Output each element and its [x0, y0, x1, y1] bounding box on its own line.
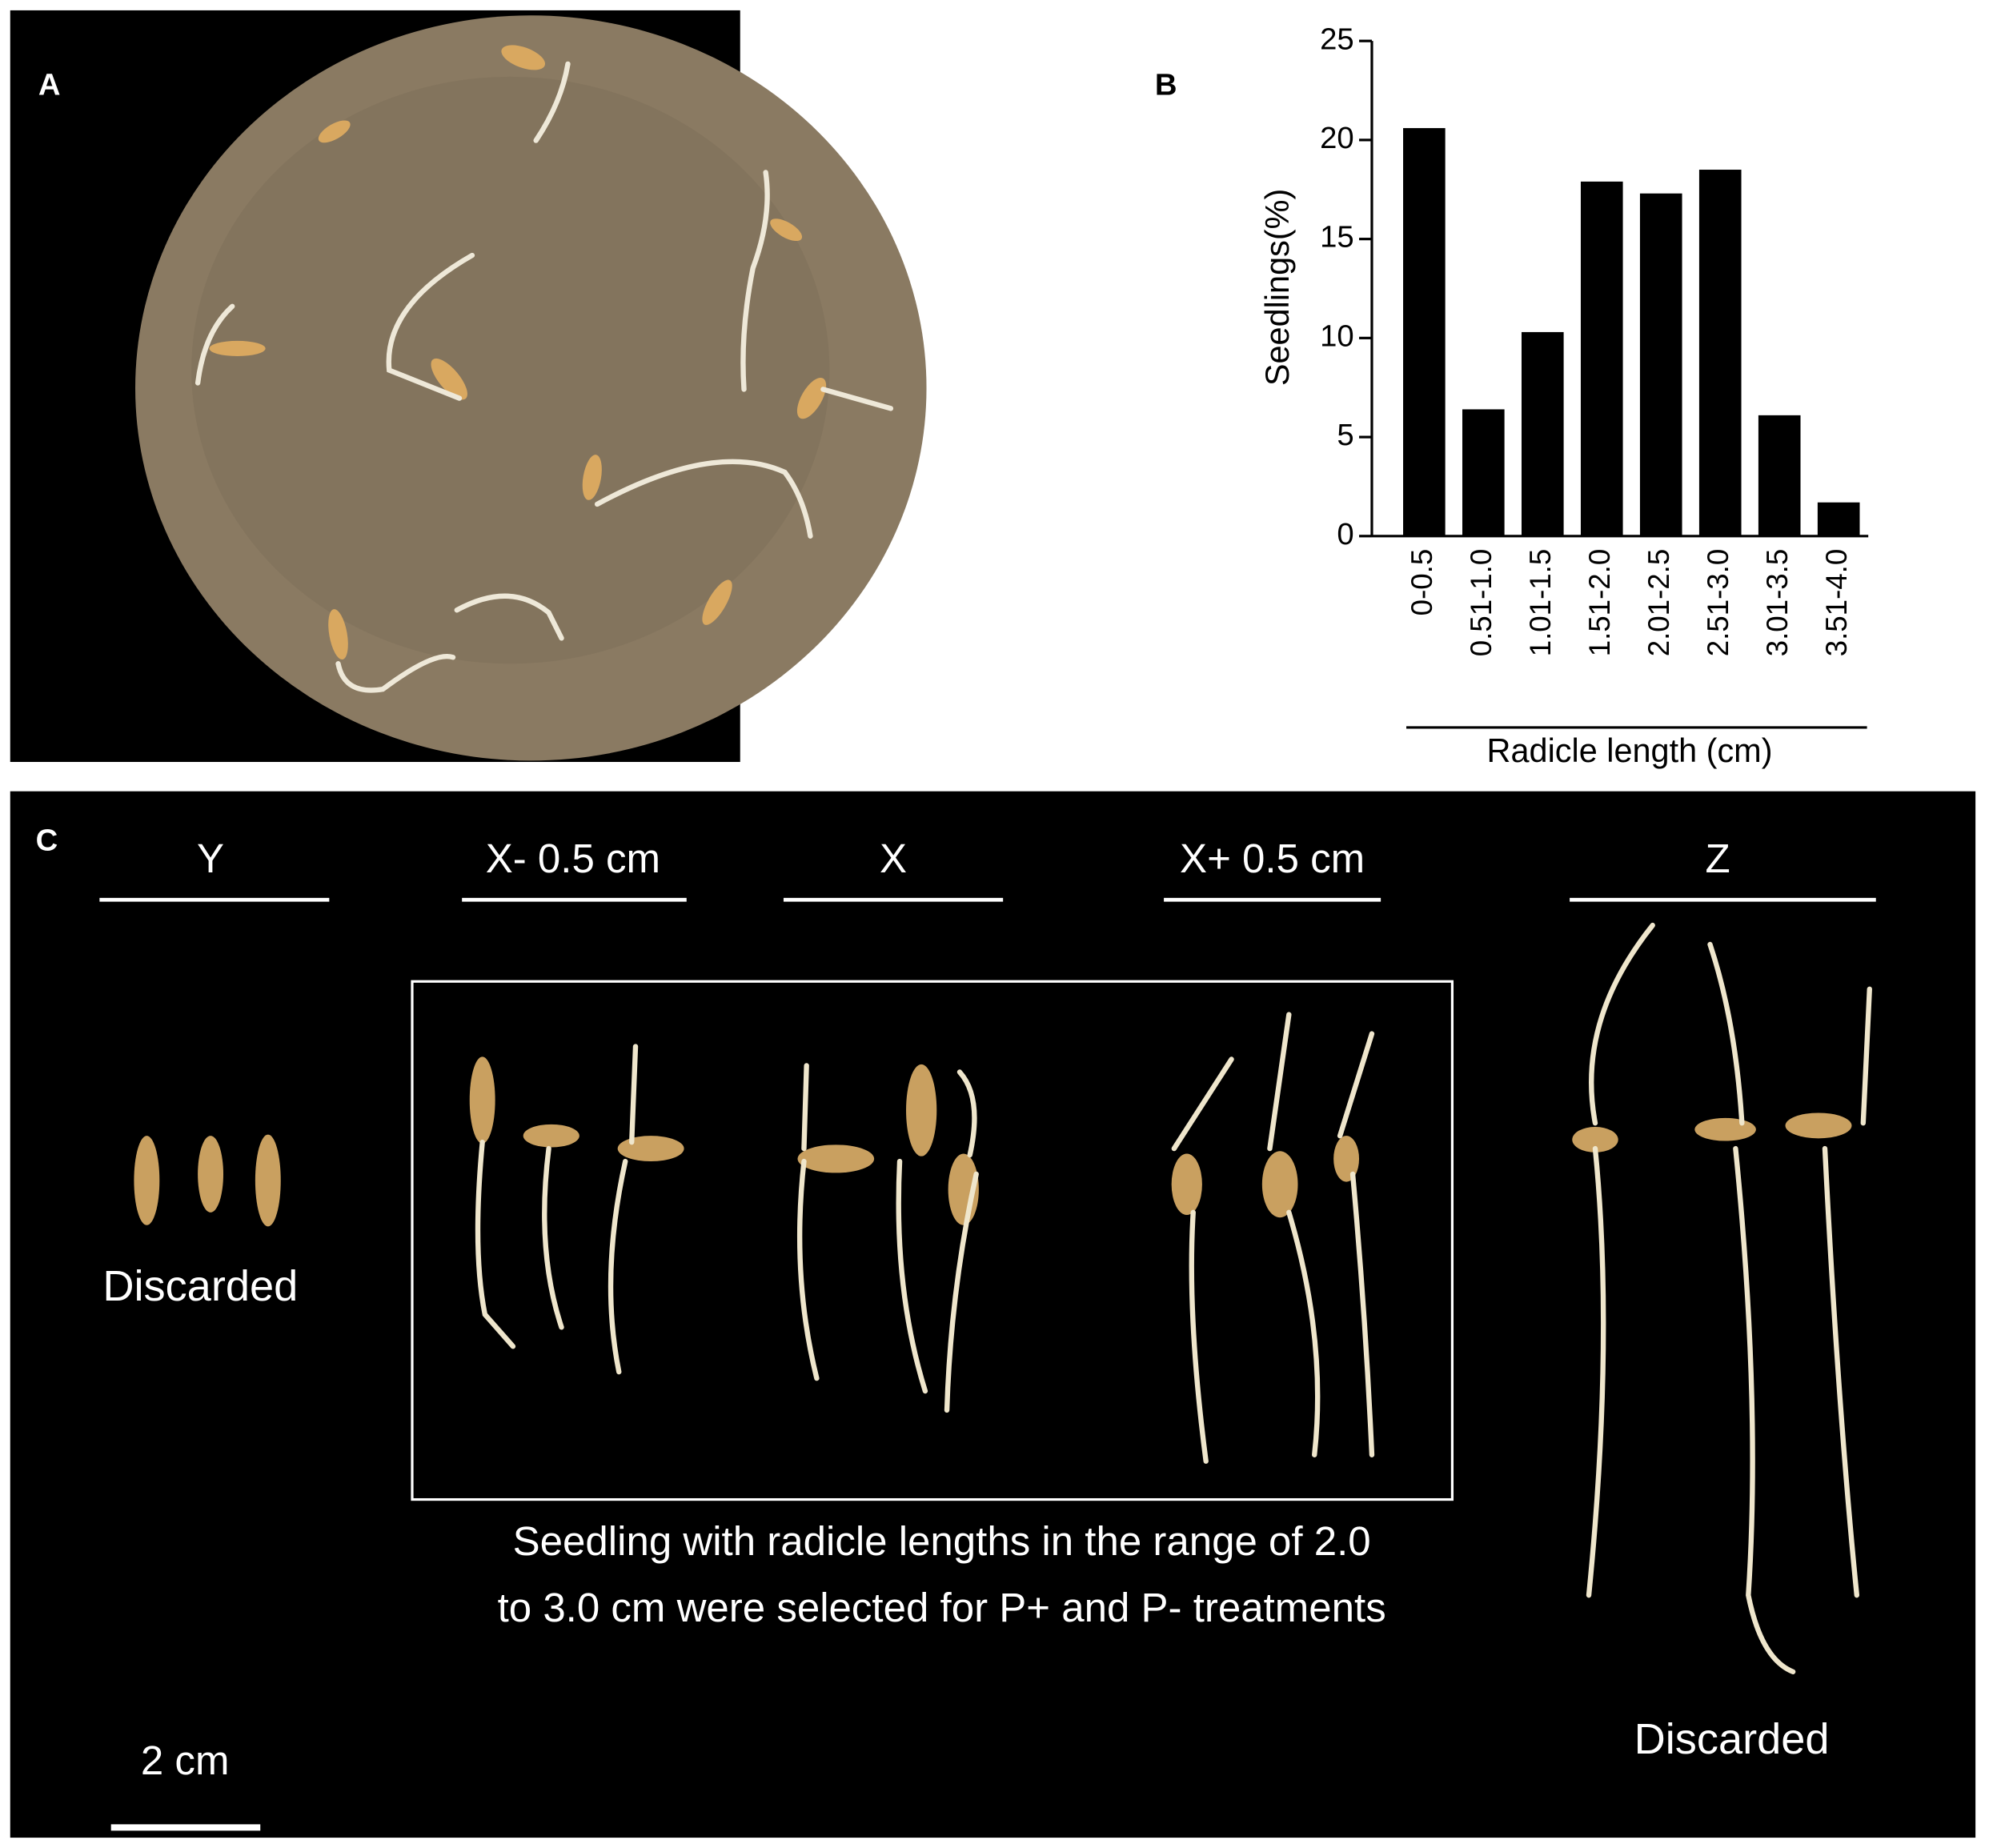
group-headers: Y X- 0.5 cm X X+ 0.5 cm Z: [99, 836, 1876, 902]
selection-box: [411, 980, 1454, 1501]
bar: [1403, 128, 1446, 536]
discarded-label: Discarded: [102, 1262, 298, 1310]
caption-line: to 3.0 cm were selected for P+ and P- tr…: [498, 1585, 1386, 1630]
seeds: [209, 45, 827, 660]
panel-c-background: [10, 791, 1976, 1838]
discarded-label: Discarded: [1634, 1715, 1830, 1763]
y-tick-label: 15: [1320, 220, 1354, 255]
dish-shade: [191, 76, 830, 664]
y-axis-label: Seedlings(%): [1258, 189, 1296, 386]
y-tick-label: 25: [1320, 22, 1354, 56]
bar: [1462, 409, 1505, 536]
panel-label: A: [38, 68, 61, 102]
y-tick-label: 10: [1320, 319, 1354, 353]
x-tick-label: 0-0.5: [1406, 549, 1438, 616]
x-tick-label: 3.51-4.0: [1820, 549, 1853, 657]
group-label: X: [880, 836, 907, 881]
caption-line: Seedling with radicle lengths in the ran…: [513, 1518, 1371, 1564]
radicles: [194, 61, 894, 693]
bar: [1758, 415, 1801, 536]
x-tick-label: 1.51-2.0: [1583, 549, 1616, 657]
x-tick-label: 2.51-3.0: [1702, 549, 1734, 657]
group-label: Z: [1705, 836, 1730, 881]
panel-label: B: [1155, 68, 1177, 102]
x-axis-label: Radicle length (cm): [1487, 732, 1773, 769]
bar: [1639, 193, 1682, 536]
bar-chart: B Seedlings(%) Radicle length (cm) 0 5 10 1…: [1155, 22, 1869, 769]
x-tick-label: 3.01-3.5: [1761, 549, 1794, 657]
x-tick-label: 0.51-1.0: [1465, 549, 1498, 657]
x-tick-label: 1.01-1.5: [1524, 549, 1557, 657]
x-tick-label: 2.01-2.5: [1642, 549, 1675, 657]
panel-label: C: [36, 824, 58, 858]
bar: [1698, 170, 1742, 536]
scale-bar-label: 2 cm: [141, 1738, 230, 1783]
bar: [1521, 331, 1564, 536]
y-tick-label: 0: [1337, 517, 1353, 551]
y-tick-label: 20: [1320, 121, 1354, 155]
seedlings: [134, 922, 1872, 1674]
bar: [1817, 502, 1860, 536]
group-label: X- 0.5 cm: [486, 836, 660, 881]
group-label: X+ 0.5 cm: [1180, 836, 1365, 881]
bar: [1580, 181, 1623, 536]
group-label: Y: [197, 836, 224, 881]
y-tick-label: 5: [1337, 418, 1353, 452]
scale-bar-label: 2 cm: [897, 615, 986, 660]
